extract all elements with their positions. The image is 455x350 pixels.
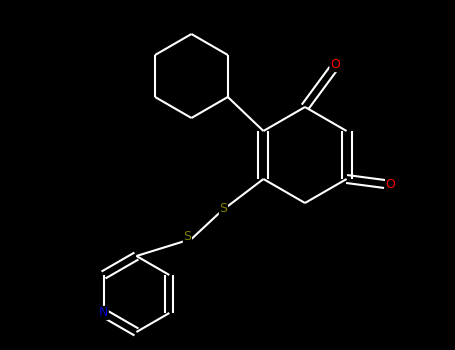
Text: O: O	[386, 177, 395, 190]
Text: O: O	[330, 58, 340, 71]
Text: S: S	[219, 203, 228, 216]
Text: N: N	[99, 307, 108, 320]
Text: S: S	[183, 230, 192, 243]
